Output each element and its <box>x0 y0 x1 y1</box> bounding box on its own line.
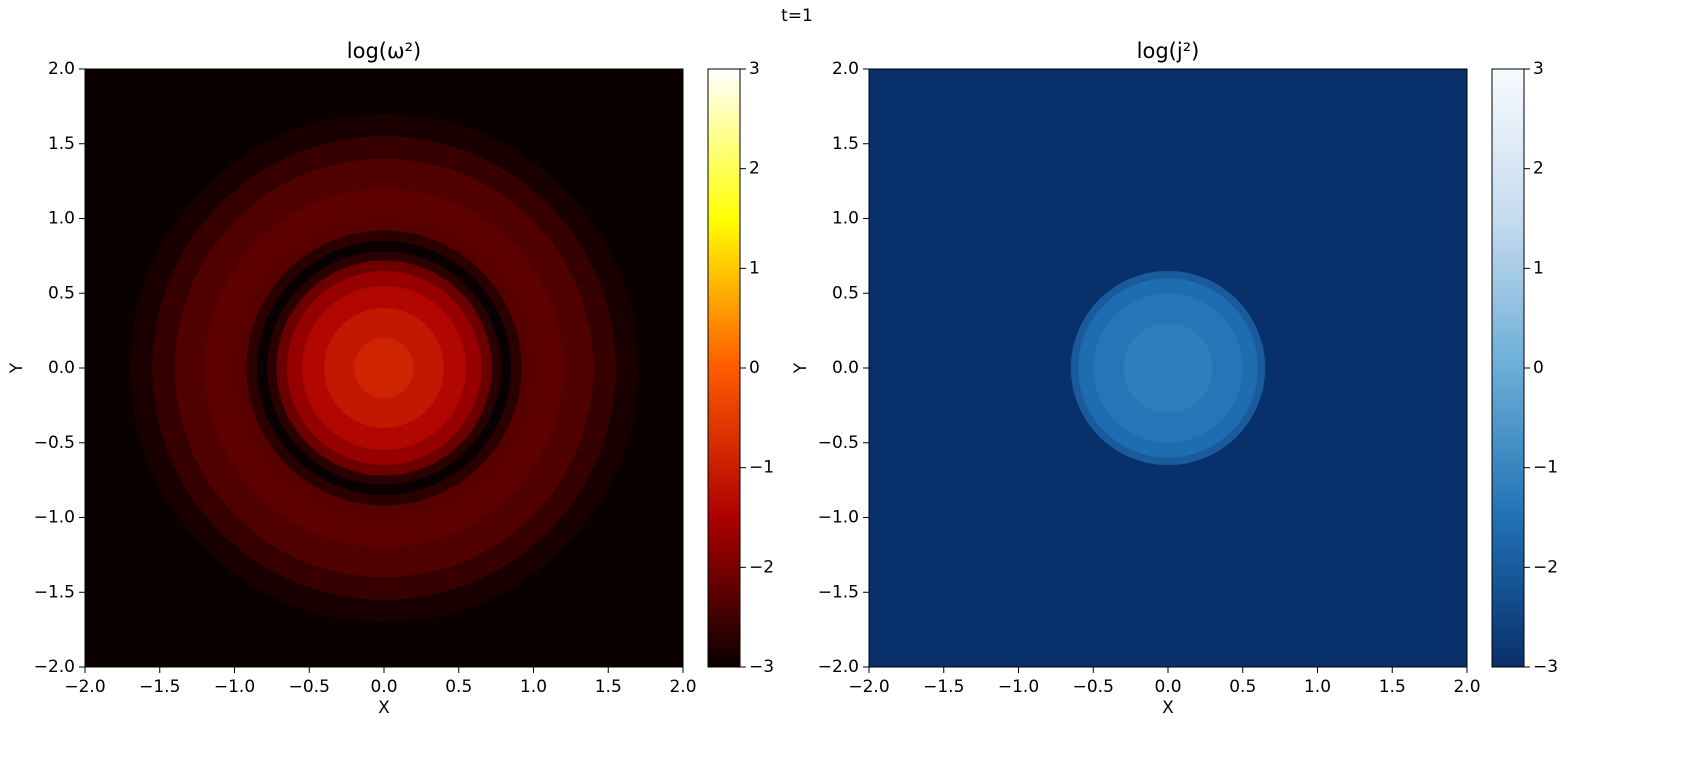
y-tick-label: −0.5 <box>818 433 859 453</box>
x-tick-label: 1.5 <box>595 677 622 697</box>
y-axis-label: Y <box>791 362 811 374</box>
y-tick-label: 1.5 <box>48 134 75 154</box>
figure-title: t=1 <box>781 6 813 26</box>
heatmap <box>869 69 1467 667</box>
y-tick-label: −1.5 <box>818 582 859 602</box>
x-tick-label: −0.5 <box>289 677 330 697</box>
x-tick-label: 2.0 <box>669 677 696 697</box>
y-tick-label: 1.0 <box>48 209 75 229</box>
colorbar-tick-label: −2 <box>1533 557 1558 577</box>
x-tick-label: 1.0 <box>520 677 547 697</box>
x-axis-label: X <box>378 698 390 718</box>
heat-ring <box>383 367 385 369</box>
chart-title: log(j²) <box>1137 39 1200 63</box>
colorbar-tick-label: 3 <box>749 59 760 79</box>
colorbar-tick-label: −1 <box>749 458 774 478</box>
x-tick-label: −0.5 <box>1073 677 1114 697</box>
heat-ring <box>1167 367 1169 369</box>
colorbar-tick-label: 2 <box>1533 159 1544 179</box>
y-tick-label: 1.0 <box>832 209 859 229</box>
y-tick-label: 0.0 <box>832 358 859 378</box>
y-tick-label: −2.0 <box>34 657 75 677</box>
y-tick-label: 2.0 <box>832 59 859 79</box>
colorbar-tick-label: −2 <box>749 557 774 577</box>
x-axis-label: X <box>1162 698 1174 718</box>
x-tick-label: −1.5 <box>139 677 180 697</box>
colorbar-tick-label: −1 <box>1533 458 1558 478</box>
colorbar-tick-label: 2 <box>749 159 760 179</box>
y-tick-label: 0.5 <box>832 283 859 303</box>
x-tick-label: 2.0 <box>1453 677 1480 697</box>
y-tick-label: 0.5 <box>48 283 75 303</box>
colorbar-tick-label: 0 <box>749 358 760 378</box>
x-tick-label: −2.0 <box>848 677 889 697</box>
y-axis-label: Y <box>7 362 27 374</box>
y-tick-label: 2.0 <box>48 59 75 79</box>
heatmap <box>85 69 683 667</box>
y-tick-label: −1.5 <box>34 582 75 602</box>
colorbar-tick-label: 1 <box>1533 258 1544 278</box>
colorbar <box>707 68 741 668</box>
y-tick-label: −0.5 <box>34 433 75 453</box>
chart-title: log(ω²) <box>347 39 421 63</box>
x-tick-label: −1.5 <box>923 677 964 697</box>
x-tick-label: 0.0 <box>370 677 397 697</box>
x-tick-label: 1.0 <box>1304 677 1331 697</box>
y-tick-label: −2.0 <box>818 657 859 677</box>
x-tick-label: 0.0 <box>1154 677 1181 697</box>
colorbar-tick-label: 3 <box>1533 59 1544 79</box>
colorbar-tick-label: −3 <box>749 657 774 677</box>
colorbar <box>1491 68 1525 668</box>
x-tick-label: −2.0 <box>64 677 105 697</box>
colorbar-tick-label: 1 <box>749 258 760 278</box>
x-tick-label: 1.5 <box>1379 677 1406 697</box>
colorbar-tick-label: 0 <box>1533 358 1544 378</box>
x-tick-label: 0.5 <box>445 677 472 697</box>
y-tick-label: 1.5 <box>832 134 859 154</box>
x-tick-label: −1.0 <box>998 677 1039 697</box>
x-tick-label: 0.5 <box>1229 677 1256 697</box>
colorbar-tick-label: −3 <box>1533 657 1558 677</box>
y-tick-label: −1.0 <box>34 508 75 528</box>
y-tick-label: 0.0 <box>48 358 75 378</box>
x-tick-label: −1.0 <box>214 677 255 697</box>
y-tick-label: −1.0 <box>818 508 859 528</box>
